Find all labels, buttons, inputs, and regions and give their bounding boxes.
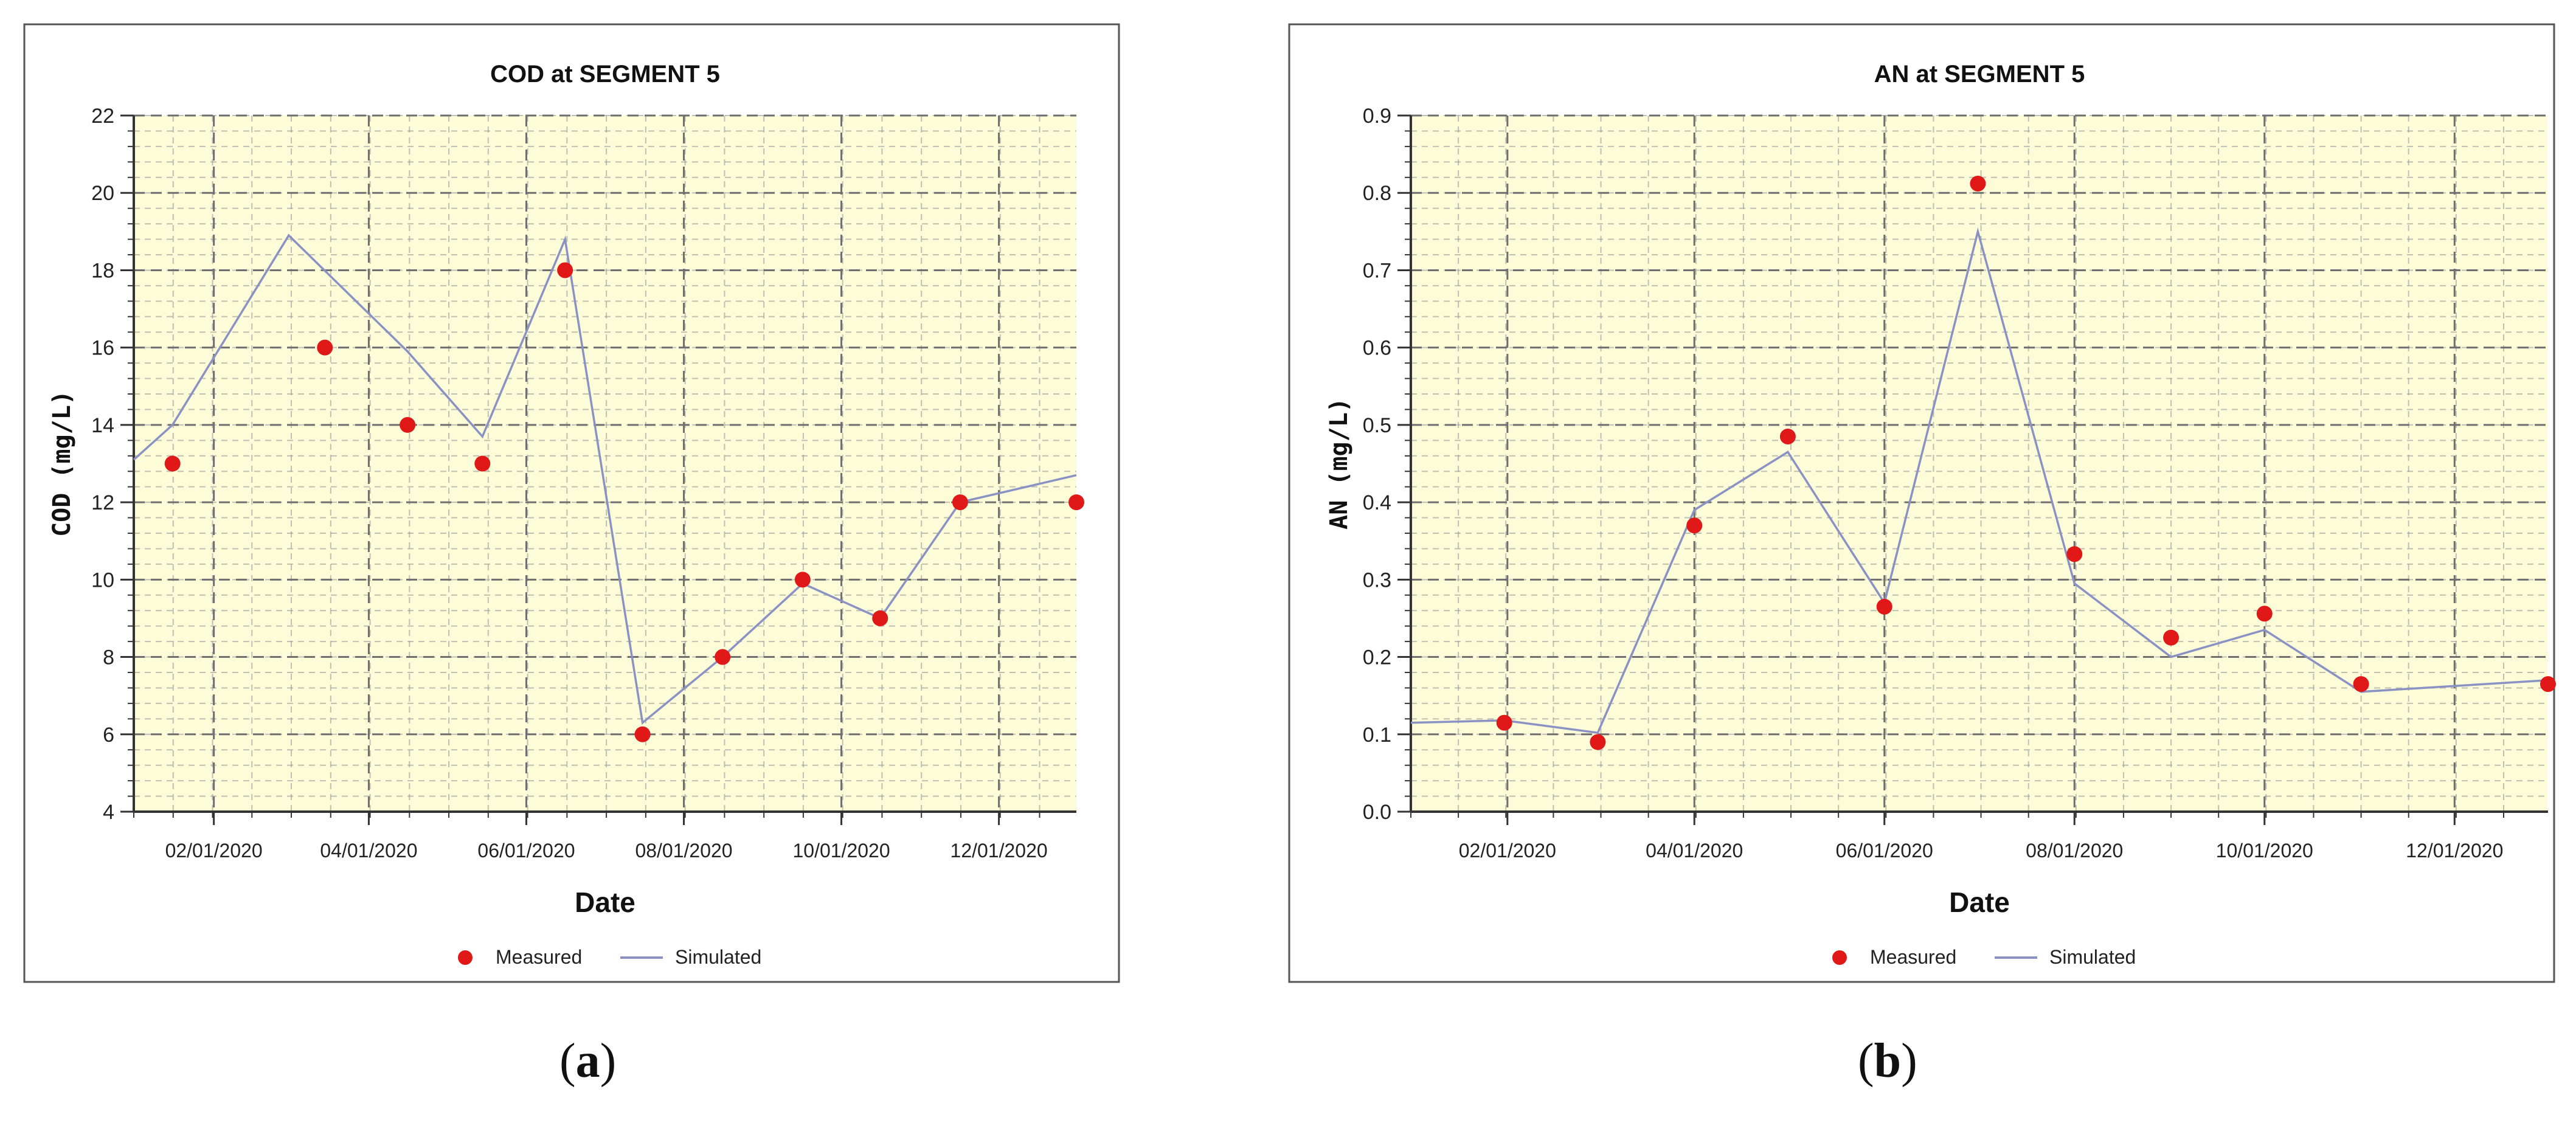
- y-tick-label: 6: [103, 724, 114, 747]
- legend: Measured Simulated: [1832, 946, 2136, 968]
- measured-points: [1496, 175, 2556, 750]
- x-axis-title: Date: [575, 886, 635, 918]
- caption-b: (b): [1858, 1034, 1917, 1088]
- measured-point: [872, 610, 888, 626]
- y-tick-label: 0.6: [1363, 337, 1391, 360]
- measured-point: [2256, 606, 2273, 622]
- measured-point: [557, 262, 573, 278]
- x-tick-label: 10/01/2020: [792, 840, 890, 862]
- measured-point: [1970, 175, 1986, 192]
- simulated-line: [1410, 227, 2549, 734]
- legend-label-measured: Measured: [496, 946, 582, 968]
- y-tick-label: 20: [91, 182, 114, 205]
- an-chart: 0.0 0.1 0.2 0.3 0.4 0.5 0.6 0.7 0.8 0.9 02/01/2020…: [1288, 23, 2556, 983]
- measured-point: [2066, 546, 2083, 562]
- y-tick-label: 0.7: [1363, 259, 1391, 282]
- measured-point: [1779, 428, 1796, 444]
- legend-label-simulated: Simulated: [675, 946, 761, 968]
- x-ticks: 02/01/2020 04/01/2020 06/01/2020 08/01/2020…: [133, 812, 1048, 862]
- x-tick-label: 08/01/2020: [635, 840, 732, 862]
- x-tick-label: 12/01/2020: [950, 840, 1048, 862]
- y-tick-label: 0.2: [1363, 646, 1391, 669]
- y-tick-label: 0.9: [1363, 105, 1391, 128]
- x-tick-label: 02/01/2020: [165, 840, 263, 862]
- measured-point: [400, 416, 416, 433]
- x-ticks: 02/01/2020 04/01/2020 06/01/2020 08/01/2020…: [1410, 812, 2504, 862]
- y-axis-title: COD (mg/L): [48, 390, 76, 537]
- y-axis-title: AN (mg/L): [1325, 398, 1353, 530]
- plot-area: [1411, 116, 2548, 812]
- y-tick-label: 16: [91, 337, 114, 360]
- measured-point: [474, 455, 491, 472]
- chart-title: AN at SEGMENT 5: [1874, 61, 2085, 88]
- measured-point: [2540, 676, 2556, 693]
- y-tick-label: 0.8: [1363, 182, 1391, 205]
- measured-point: [1590, 734, 1606, 750]
- measured-point: [2163, 629, 2180, 646]
- measured-point: [317, 339, 333, 356]
- measured-points: [164, 262, 1084, 742]
- x-tick-label: 04/01/2020: [1646, 840, 1743, 862]
- measured-point: [1686, 517, 1703, 534]
- measured-point: [1496, 714, 1512, 731]
- y-tick-label: 0.4: [1363, 491, 1391, 514]
- simulated-line: [133, 233, 1077, 725]
- x-tick-label: 12/01/2020: [2406, 840, 2503, 862]
- legend: Measured Simulated: [458, 946, 761, 968]
- x-tick-label: 08/01/2020: [2026, 840, 2123, 862]
- x-tick-label: 06/01/2020: [477, 840, 575, 862]
- x-tick-label: 10/01/2020: [2216, 840, 2313, 862]
- grid: [133, 114, 1076, 813]
- legend-label-simulated: Simulated: [2049, 946, 2136, 968]
- y-tick-label: 4: [103, 801, 114, 824]
- measured-point: [715, 649, 731, 665]
- measured-point: [1068, 494, 1084, 511]
- caption-a: (a): [559, 1034, 617, 1088]
- y-tick-label: 18: [91, 259, 114, 282]
- y-tick-label: 12: [91, 491, 114, 514]
- measured-point: [2353, 676, 2369, 693]
- measured-point: [1876, 598, 1892, 615]
- measured-point: [952, 494, 968, 511]
- y-tick-label: 0.5: [1363, 414, 1391, 437]
- legend-marker-measured: [458, 950, 473, 965]
- y-tick-label: 10: [91, 568, 114, 592]
- y-tick-label: 14: [91, 414, 114, 437]
- grid: [1410, 114, 2548, 813]
- y-tick-label: 0.0: [1363, 801, 1391, 824]
- x-tick-label: 04/01/2020: [320, 840, 417, 862]
- y-tick-label: 0.1: [1363, 724, 1391, 747]
- measured-point: [634, 726, 651, 742]
- y-ticks: 4 6 8 10 12 14 16 18 20 22: [91, 105, 134, 824]
- measured-point: [794, 572, 811, 588]
- x-tick-label: 06/01/2020: [1836, 840, 1933, 862]
- y-tick-label: 8: [103, 646, 114, 669]
- x-axis-title: Date: [1949, 886, 2010, 918]
- y-tick-label: 0.3: [1363, 568, 1391, 592]
- plot-area: [134, 116, 1076, 812]
- legend-label-measured: Measured: [1870, 946, 1956, 968]
- legend-marker-measured: [1832, 950, 1847, 965]
- y-tick-label: 22: [91, 105, 114, 128]
- x-tick-label: 02/01/2020: [1459, 840, 1556, 862]
- chart-title: COD at SEGMENT 5: [490, 61, 720, 88]
- y-ticks: 0.0 0.1 0.2 0.3 0.4 0.5 0.6 0.7 0.8 0.9: [1363, 105, 1411, 824]
- cod-chart: 4 6 8 10 12 14 16 18 20 22 02/01/2020 04/01/2020 06/…: [23, 23, 1120, 983]
- measured-point: [164, 455, 181, 472]
